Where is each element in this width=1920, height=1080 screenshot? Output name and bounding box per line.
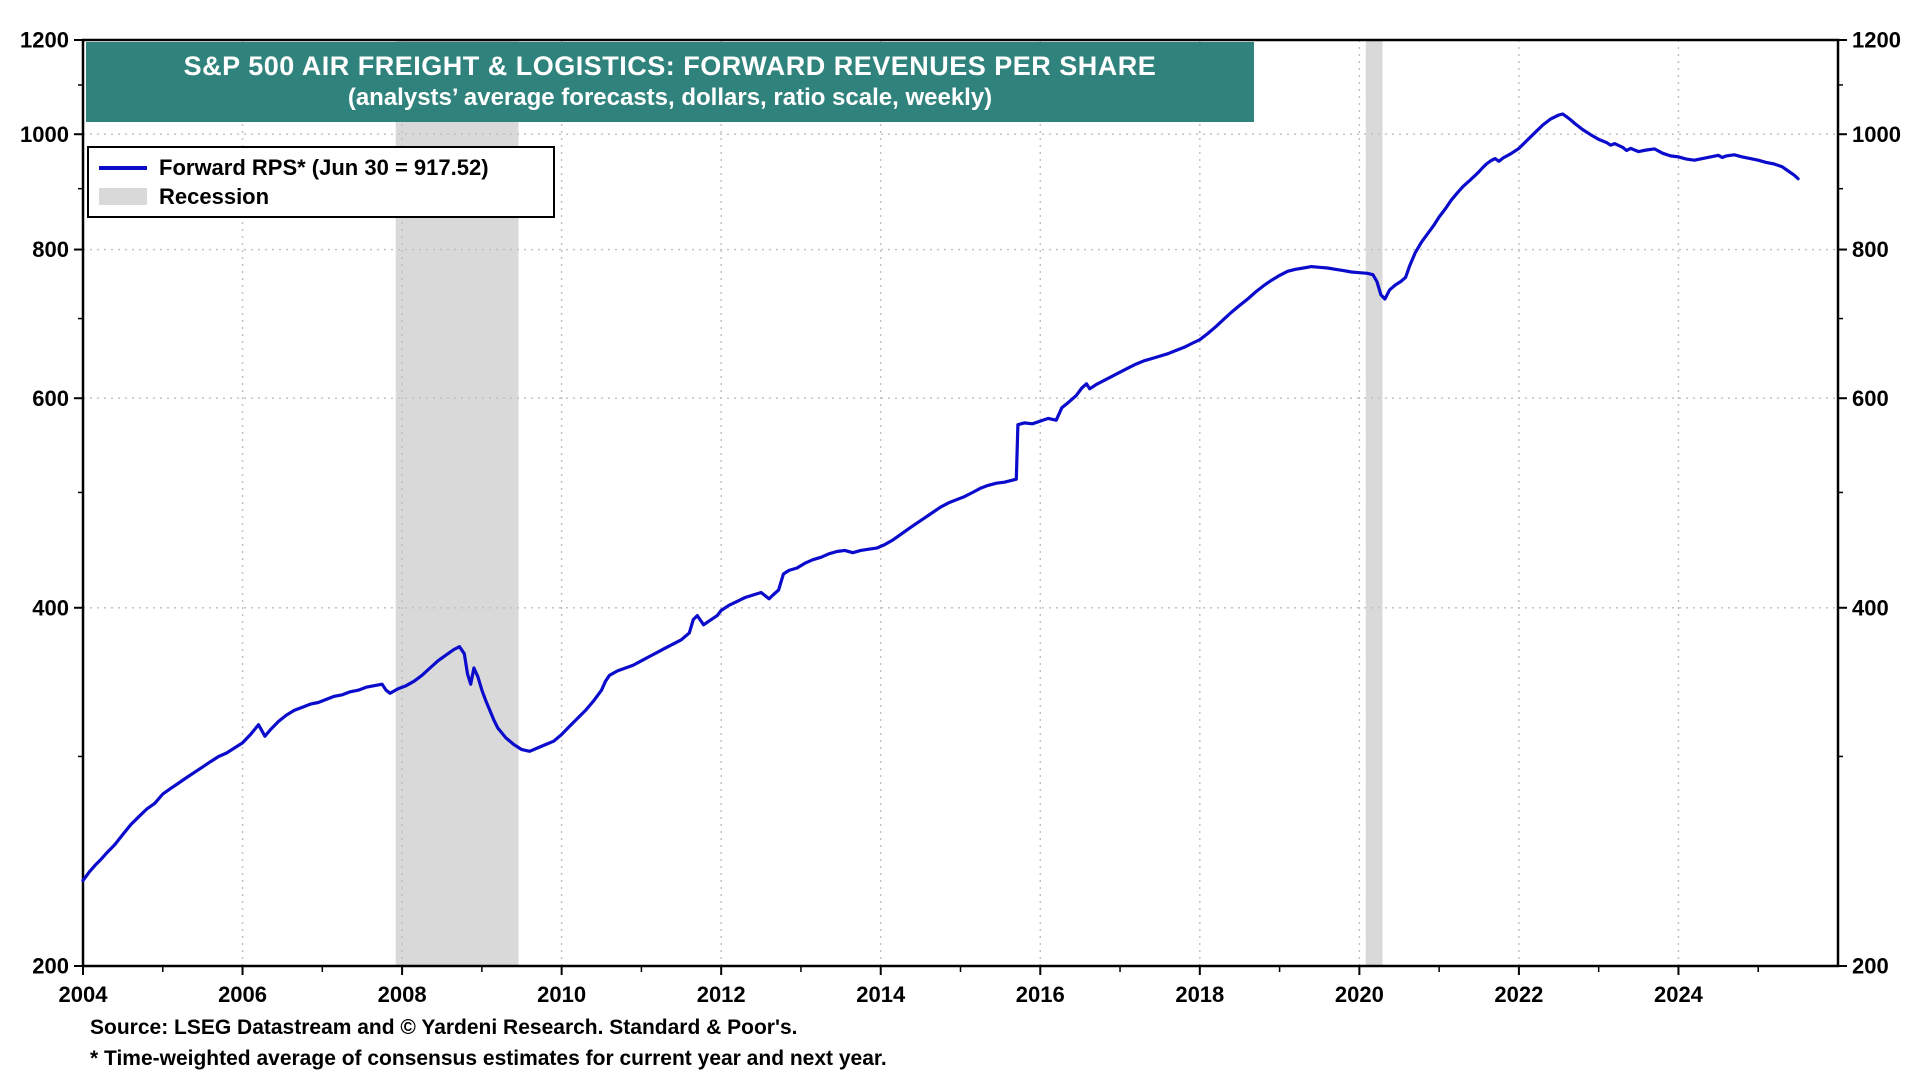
footnote: * Time-weighted average of consensus est…: [90, 1047, 887, 1070]
legend: Forward RPS* (Jun 30 = 917.52) Recession: [87, 146, 555, 218]
svg-text:400: 400: [1852, 595, 1889, 620]
svg-text:2010: 2010: [537, 982, 586, 1007]
chart-title-line2: (analysts’ average forecasts, dollars, r…: [347, 84, 993, 111]
svg-text:600: 600: [32, 386, 69, 411]
svg-text:2016: 2016: [1016, 982, 1065, 1007]
chart-title-box: S&P 500 AIR FREIGHT & LOGISTICS: FORWARD…: [86, 42, 1254, 122]
svg-text:1200: 1200: [20, 28, 69, 53]
footer: Source: LSEG Datastream and © Yardeni Re…: [90, 1012, 887, 1074]
svg-text:2004: 2004: [59, 982, 109, 1007]
svg-text:200: 200: [32, 954, 69, 979]
svg-text:2022: 2022: [1494, 982, 1543, 1007]
svg-text:600: 600: [1852, 386, 1889, 411]
svg-text:2008: 2008: [378, 982, 427, 1007]
chart-title-line1: S&P 500 AIR FREIGHT & LOGISTICS: FORWARD…: [183, 51, 1157, 81]
svg-text:2014: 2014: [856, 982, 906, 1007]
svg-text:1000: 1000: [20, 122, 69, 147]
legend-row-series: Forward RPS* (Jun 30 = 917.52): [99, 153, 543, 182]
legend-series-label: Forward RPS* (Jun 30 = 917.52): [159, 154, 489, 180]
svg-text:800: 800: [32, 237, 69, 262]
legend-row-recession: Recession: [99, 182, 543, 211]
legend-line-sample: [99, 165, 147, 170]
legend-recession-swatch: [99, 188, 147, 205]
svg-text:2018: 2018: [1175, 982, 1224, 1007]
svg-text:1200: 1200: [1852, 28, 1901, 53]
svg-text:2012: 2012: [697, 982, 746, 1007]
svg-text:2006: 2006: [218, 982, 267, 1007]
svg-text:800: 800: [1852, 237, 1889, 262]
legend-recession-label: Recession: [159, 183, 270, 209]
source-note: Source: LSEG Datastream and © Yardeni Re…: [90, 1016, 798, 1039]
svg-text:2024: 2024: [1654, 982, 1704, 1007]
svg-text:200: 200: [1852, 954, 1889, 979]
svg-text:2020: 2020: [1335, 982, 1384, 1007]
svg-text:400: 400: [32, 595, 69, 620]
svg-text:1000: 1000: [1852, 122, 1901, 147]
